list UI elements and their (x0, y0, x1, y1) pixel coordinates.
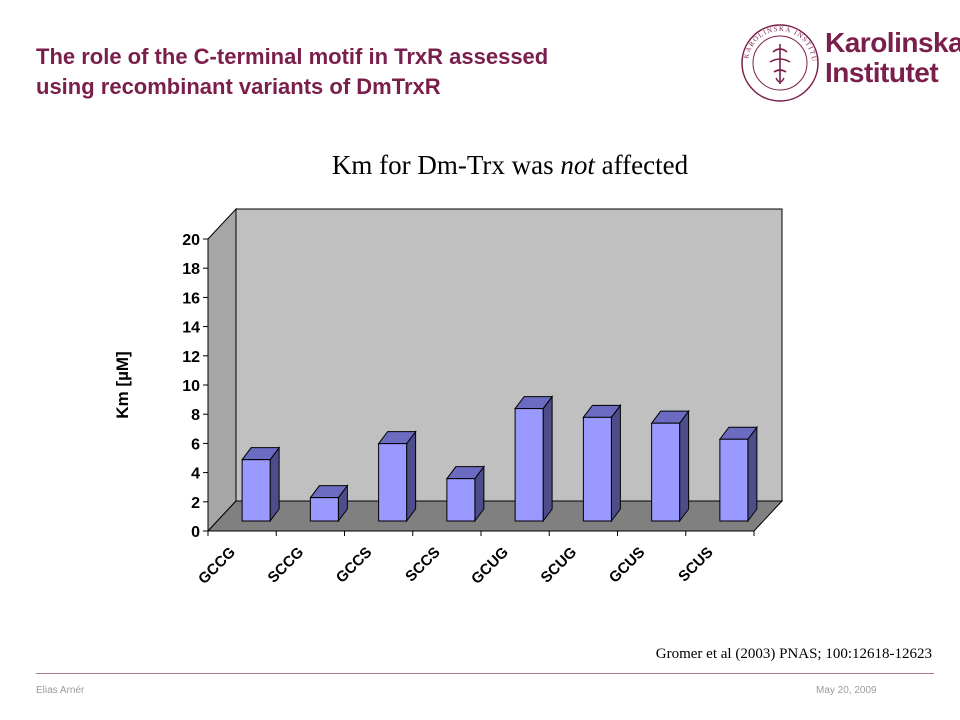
bar-side (542, 395, 553, 523)
karolinska-seal-icon: KAROLINSKA INSTITUTET · ANNO 1810 (740, 22, 819, 102)
citation: Gromer et al (2003) PNAS; 100:12618-1262… (655, 646, 932, 662)
logo-wordmark: Karolinska Institutet (825, 28, 960, 88)
subtitle-emphasis: not (560, 150, 595, 180)
y-tick-label: 6 (191, 436, 200, 453)
slide-title-line1: The role of the C-terminal motif in TrxR… (36, 44, 549, 69)
x-tick-label: GCCS (333, 544, 376, 587)
bar (651, 422, 681, 522)
logo-name-line1: Karolinska (825, 27, 960, 58)
footer-divider (36, 673, 934, 674)
bar-side (747, 425, 758, 523)
slide-title-line2: using recombinant variants of DmTrxR (36, 74, 441, 99)
x-tick-label: SCUS (675, 544, 716, 585)
y-tick-label: 4 (191, 466, 200, 483)
chart-subtitle: Km for Dm-Trx was not affected (0, 150, 960, 181)
bar (241, 459, 271, 522)
x-tick-label: SCCS (402, 544, 443, 585)
slide-title: The role of the C-terminal motif in TrxR… (36, 42, 696, 102)
y-tick-label: 14 (182, 320, 200, 337)
subtitle-suffix: affected (594, 150, 689, 180)
y-tick-label: 10 (182, 378, 200, 395)
bar (582, 416, 612, 522)
chart-back-wall (235, 208, 783, 502)
y-tick-label: 16 (182, 290, 200, 307)
y-tick-label: 12 (182, 349, 200, 366)
x-tick-label: GCUG (468, 544, 512, 588)
bar (378, 443, 408, 522)
x-tick-label: GCUS (606, 544, 649, 587)
bar (446, 478, 476, 522)
x-tick-label: SCUG (538, 544, 581, 587)
logo-name-line2: Institutet (825, 57, 939, 88)
x-tick-label: SCCG (265, 544, 308, 587)
bar (719, 438, 749, 522)
y-tick-label: 0 (191, 524, 200, 541)
bar-side (406, 430, 417, 523)
subtitle-prefix: Km for Dm-Trx was (331, 150, 561, 180)
bar (514, 408, 544, 522)
y-tick-label: 8 (191, 407, 200, 424)
footer-date: May 20, 2009 (816, 685, 877, 696)
bar-side (610, 403, 621, 523)
y-tick-label: 2 (191, 495, 200, 512)
y-axis-label: Km [µM] (113, 351, 132, 418)
chart-side-wall (207, 207, 237, 533)
bar-side (679, 409, 690, 523)
y-tick-label: 18 (182, 261, 200, 278)
x-tick-label: GCCG (195, 544, 239, 588)
y-tick-label: 20 (182, 232, 200, 249)
chart-floor (206, 500, 784, 532)
footer-author: Elias Arnér (36, 685, 85, 696)
bar (309, 497, 339, 522)
